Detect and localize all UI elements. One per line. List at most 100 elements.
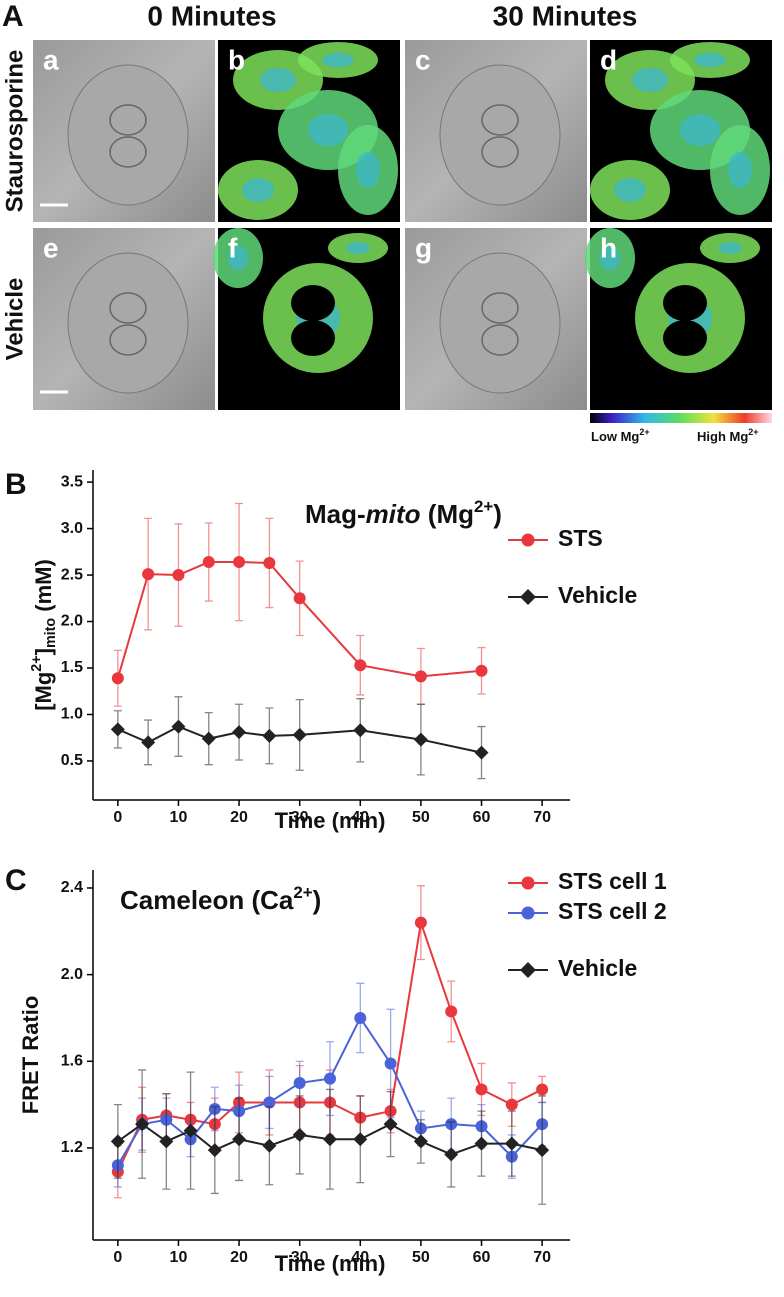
text-part: Cameleon (Ca [120,885,294,915]
x-axis-label: Time (min) [275,1251,386,1276]
cell-signal [632,68,668,92]
x-tick-label: 70 [533,1249,551,1266]
nucleus [109,136,147,168]
legend-label: STS [558,525,603,551]
data-point [474,745,489,760]
x-tick-label: 50 [412,1249,430,1266]
y-tick-label: 3.0 [61,520,83,537]
y-tick-label: 0.5 [61,752,83,769]
data-point [383,1117,398,1132]
panel-label: A [2,0,24,33]
data-point [110,1134,125,1149]
y-tick-label: 1.2 [61,1139,83,1156]
nucleus [291,285,335,321]
data-point [207,1143,222,1158]
text-part: Mag- [305,499,366,529]
legend-marker [521,533,535,547]
nucleus [663,320,707,356]
data-point [159,1134,174,1149]
x-tick-label: 30 [291,1249,309,1266]
series-line [116,922,543,1173]
colorbar-high: High Mg2+ [697,427,759,444]
image-label: h [600,232,617,263]
nucleus [109,104,147,136]
x-tick-label: 0 [113,809,122,826]
text-part: mito [43,618,59,648]
text-part: ] [31,648,56,655]
x-tick-label: 0 [113,1249,122,1266]
column-header: 0 Minutes [147,0,276,31]
cell-signal [308,114,348,146]
x-tick-label: 10 [170,1249,188,1266]
data-point [183,1123,198,1138]
cell-signal [680,114,720,146]
colorbar-low: Low Mg2+ [591,427,650,444]
legend-label: Vehicle [558,582,637,608]
text-part: 2+ [293,883,312,902]
data-point [262,728,277,743]
text-part: FRET Ratio [18,996,43,1115]
data-point [171,719,186,734]
data-point [232,1132,247,1147]
data-point [292,1127,307,1142]
x-tick-label: 20 [230,809,248,826]
legend-marker [520,962,536,978]
data-point [201,731,216,746]
data-point [475,1083,488,1096]
image-label: g [415,232,432,263]
nucleus [109,324,147,356]
cell-signal [718,242,742,254]
row-header: Vehicle [1,278,28,361]
x-tick-label: 70 [533,809,551,826]
panel-label: B [5,468,27,501]
cell-signal [228,246,248,270]
panel-label: C [5,864,27,897]
data-point [293,592,306,605]
cell-signal [260,68,296,92]
data-point [263,556,276,569]
y-tick-label: 2.4 [61,879,83,896]
nucleus [481,324,519,356]
cell-signal [728,152,752,188]
nucleus [109,292,147,324]
data-point [414,916,427,929]
legend-label: STS cell 1 [558,868,667,894]
data-point [323,1072,336,1085]
y-tick-label: 1.5 [61,659,83,676]
data-point [384,1057,397,1070]
data-point [444,1147,459,1162]
y-tick-label: 3.5 [61,473,83,490]
x-axis-label: Time (min) [275,808,386,833]
series-line [116,561,482,679]
data-point [141,735,156,750]
data-point [353,723,368,738]
data-point [322,1132,337,1147]
cell-signal [614,178,646,202]
data-point [233,556,246,569]
text-part: [Mg [31,672,56,711]
image-label: f [228,232,238,263]
data-point [474,1136,489,1151]
column-header: 30 Minutes [493,0,638,31]
legend-marker [521,876,535,890]
cell-signal [600,246,620,270]
row-header: Staurosporine [1,50,28,213]
image-grid: a b c d e f g h [33,40,772,410]
data-point [354,659,367,672]
data-point [111,672,124,685]
data-point [263,1096,276,1109]
nucleus [663,285,707,321]
chart-title: Cameleon (Ca2+) [120,883,321,914]
nucleus [481,136,519,168]
data-point [535,1143,550,1158]
x-tick-label: 50 [412,809,430,826]
colorbar [590,413,772,423]
x-tick-label: 20 [230,1249,248,1266]
legend-label: Vehicle [558,955,637,981]
data-point [413,732,428,747]
nucleus [481,292,519,324]
x-tick-label: 40 [351,1249,369,1266]
x-tick-label: 40 [351,809,369,826]
series-line [117,1122,543,1156]
cell-signal [356,152,380,188]
